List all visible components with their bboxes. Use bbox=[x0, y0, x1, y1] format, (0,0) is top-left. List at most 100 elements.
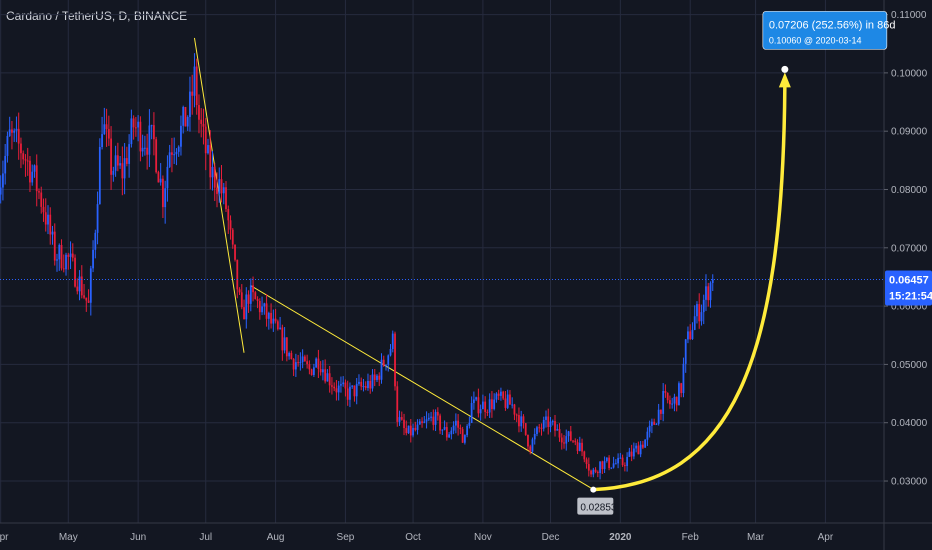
candle-body bbox=[353, 385, 356, 397]
candle bbox=[331, 377, 333, 395]
candle bbox=[87, 289, 90, 304]
candle-body bbox=[669, 400, 671, 405]
candle-body bbox=[691, 329, 694, 339]
candle-body bbox=[35, 165, 38, 192]
candle bbox=[249, 278, 252, 312]
candle-body bbox=[500, 391, 502, 396]
candle-body bbox=[671, 403, 674, 405]
candle bbox=[234, 244, 236, 262]
candle-body bbox=[646, 431, 649, 440]
candle-body bbox=[396, 386, 399, 422]
candle bbox=[412, 423, 414, 438]
price-axis[interactable]: 0.11000 0.10000 0.09000 0.08000 0.07000 0.060… bbox=[883, 0, 928, 550]
candle bbox=[342, 376, 345, 387]
candle-body bbox=[274, 318, 277, 322]
candle bbox=[524, 423, 527, 436]
trendlines[interactable] bbox=[193, 37, 592, 489]
candle-body bbox=[44, 212, 47, 225]
candle-body bbox=[346, 388, 349, 400]
candle bbox=[653, 418, 656, 426]
candle-body bbox=[585, 459, 588, 465]
candle-body bbox=[195, 66, 198, 106]
candle bbox=[292, 358, 295, 376]
candle-body bbox=[220, 179, 223, 194]
candle-body bbox=[630, 451, 633, 457]
candle bbox=[186, 115, 189, 131]
candle bbox=[436, 407, 439, 421]
candle-body bbox=[407, 425, 410, 434]
candle bbox=[628, 447, 631, 457]
candle bbox=[107, 115, 110, 146]
candle-body bbox=[159, 178, 162, 183]
candle-body bbox=[331, 385, 333, 387]
candle-body bbox=[29, 160, 31, 183]
candle bbox=[288, 351, 291, 360]
target-callout[interactable]: 0.07206 (252.56%) in 86d 0.10060 @ 2020-… bbox=[762, 11, 896, 73]
candle bbox=[369, 375, 372, 394]
candle-body bbox=[204, 126, 207, 154]
candle bbox=[31, 164, 34, 186]
projection-arrow-curve[interactable] bbox=[591, 83, 787, 492]
time-axis[interactable]: Apr May Jun Jul Aug Sep Oct Nov Dec 2020 Feb Mar Apr bbox=[0, 522, 932, 543]
candle bbox=[542, 416, 545, 432]
price-axis-label: 0.08000 bbox=[891, 185, 928, 196]
candle bbox=[297, 354, 300, 367]
candle bbox=[110, 126, 112, 190]
candle bbox=[364, 381, 367, 391]
candle-body bbox=[193, 66, 196, 96]
candle bbox=[536, 425, 538, 437]
candle-body bbox=[481, 401, 484, 410]
time-axis-label: Nov bbox=[474, 532, 492, 543]
time-axis-label: Jul bbox=[199, 532, 212, 543]
candle-body bbox=[58, 244, 61, 260]
candle bbox=[166, 155, 169, 202]
candle bbox=[385, 364, 387, 371]
candle bbox=[139, 116, 142, 162]
candle-body bbox=[540, 427, 543, 429]
candle-body bbox=[614, 463, 617, 465]
candle-body bbox=[121, 163, 124, 179]
candle-body bbox=[213, 166, 216, 188]
candle-body bbox=[238, 289, 241, 293]
candle bbox=[547, 408, 550, 435]
candle bbox=[529, 444, 532, 455]
candle bbox=[418, 418, 421, 425]
candle-body bbox=[675, 396, 678, 406]
candle-body bbox=[705, 286, 707, 300]
candle-body bbox=[265, 303, 268, 319]
candle bbox=[132, 115, 135, 140]
candle bbox=[619, 452, 622, 459]
candle-body bbox=[252, 285, 254, 293]
candle-body bbox=[31, 171, 34, 183]
candle bbox=[626, 452, 629, 472]
candle-body bbox=[184, 107, 187, 127]
candle-body bbox=[524, 423, 527, 435]
candle bbox=[177, 145, 180, 157]
candle-body bbox=[479, 409, 482, 414]
candle-body bbox=[148, 125, 151, 155]
candle-body bbox=[342, 382, 345, 385]
candle bbox=[421, 417, 423, 428]
candle bbox=[328, 365, 331, 393]
candle bbox=[182, 105, 185, 134]
candle bbox=[256, 296, 259, 309]
candle bbox=[83, 284, 85, 300]
candle bbox=[213, 162, 216, 201]
candle bbox=[315, 357, 318, 368]
candle-body bbox=[635, 445, 638, 449]
candle-body bbox=[47, 214, 49, 225]
candle bbox=[612, 456, 615, 469]
target-change-label: 0.07206 (252.56%) in 86d bbox=[769, 19, 896, 31]
candle-body bbox=[378, 375, 381, 380]
price-axis-label: 0.05000 bbox=[891, 360, 928, 371]
candle-body bbox=[22, 153, 25, 160]
candle bbox=[702, 294, 705, 325]
candle-body bbox=[486, 411, 489, 413]
candle bbox=[554, 414, 556, 437]
candle-body bbox=[98, 146, 101, 205]
price-axis-label: 0.06000 bbox=[891, 302, 928, 313]
candle-body bbox=[472, 399, 475, 404]
projection-arrowhead bbox=[778, 72, 791, 88]
candle-body bbox=[200, 119, 203, 124]
